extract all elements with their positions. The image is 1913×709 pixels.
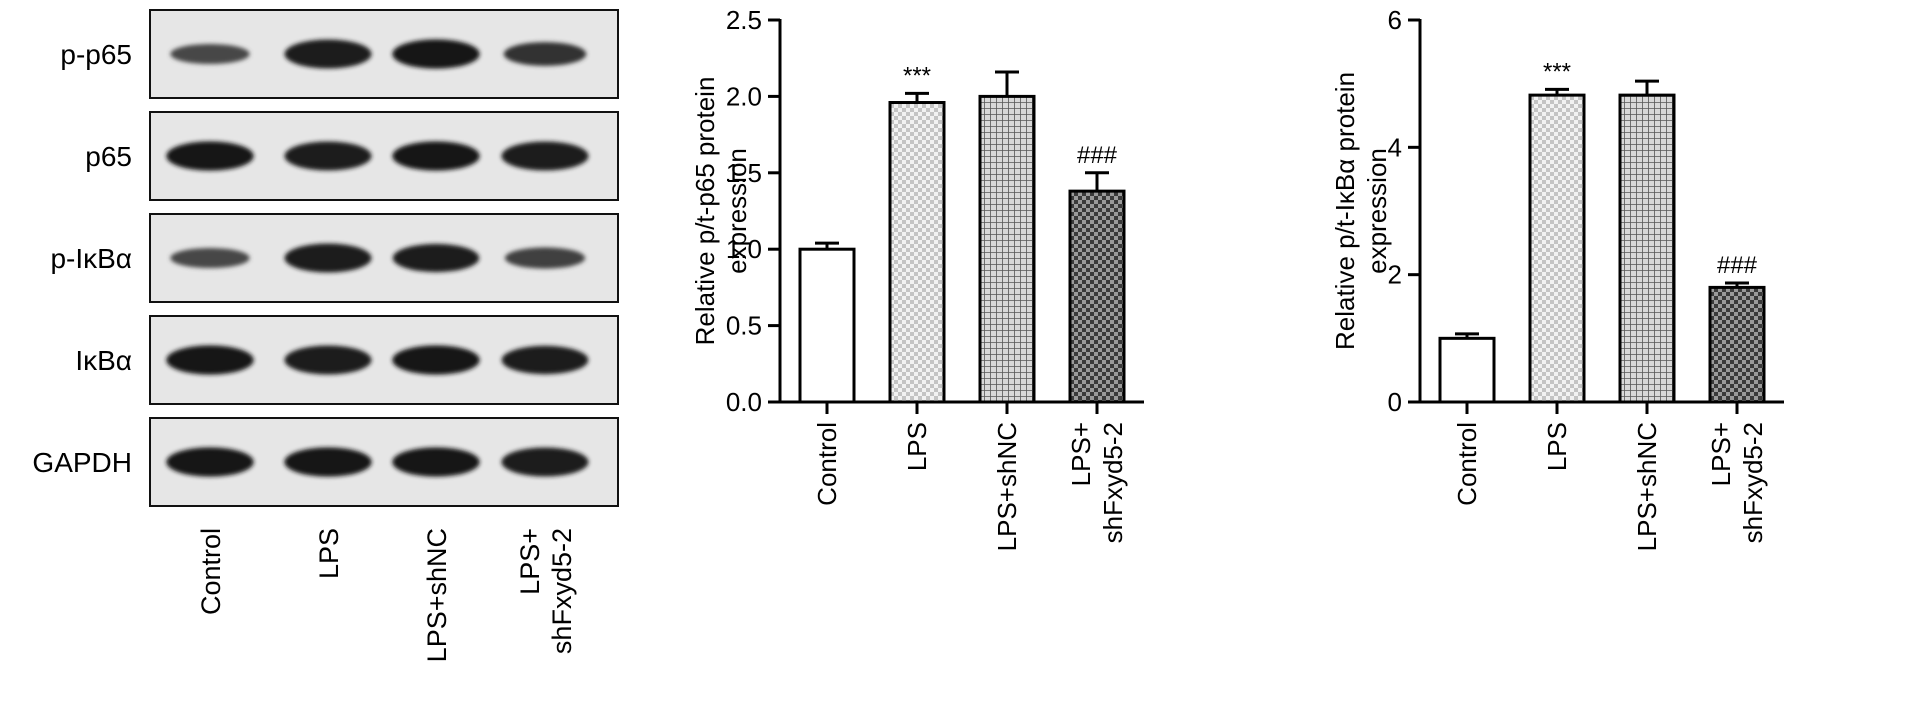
p65-bar-chart-svg: Relative p/t-p65 proteinexpression 0.0 0.5… bbox=[690, 5, 1144, 551]
bar bbox=[888, 101, 946, 404]
blot-band bbox=[504, 247, 586, 269]
x-tick-label: LPS bbox=[902, 422, 932, 471]
y-tick-label: 2.0 bbox=[726, 81, 762, 111]
p65-bar-chart: Relative p/t-p65 proteinexpression 0.0 0.5… bbox=[690, 0, 1290, 704]
blot-band bbox=[284, 345, 372, 375]
significance-label: *** bbox=[903, 62, 931, 89]
y-tick-label: 4 bbox=[1388, 132, 1402, 162]
y-axis-label: Relative p/t-IκBα proteinexpression bbox=[1330, 72, 1392, 350]
blot-band bbox=[392, 243, 480, 273]
x-tick-label: Control bbox=[812, 422, 842, 506]
ikba-bar-chart: Relative p/t-IκBα proteinexpression 0 2 4 6 C… bbox=[1330, 0, 1913, 704]
blot-band bbox=[284, 141, 372, 171]
blot-lane-label: LPS bbox=[314, 528, 344, 579]
x-tick-label-line: LPS+ bbox=[1066, 422, 1096, 486]
blot-band bbox=[392, 141, 480, 171]
significance-label: *** bbox=[1543, 58, 1571, 85]
blot-row-label: IκBα bbox=[75, 345, 132, 376]
blot-band bbox=[501, 447, 589, 477]
x-tick-label-line: shFxyd5-2 bbox=[1098, 422, 1128, 543]
blot-row-1: p-p65 bbox=[60, 9, 619, 99]
blot-row-2: p65 bbox=[85, 111, 619, 201]
y-tick-label: 1.0 bbox=[726, 234, 762, 264]
ikba-bar-chart-svg: Relative p/t-IκBα proteinexpression 0 2 4 6 C… bbox=[1330, 5, 1784, 551]
y-tick-label: 0.0 bbox=[726, 387, 762, 417]
western-blot-panel: p-p65 p65 p-IκBα IκBα GAPDH Control LPS LPS+shN… bbox=[0, 0, 660, 704]
blot-row-label: p65 bbox=[85, 141, 132, 172]
blot-row-label: p-p65 bbox=[60, 39, 132, 70]
significance-label: ### bbox=[1717, 252, 1758, 279]
x-tick-label: LPS bbox=[1542, 422, 1572, 471]
y-tick-label: 1.5 bbox=[726, 158, 762, 188]
y-tick-label: 0.5 bbox=[726, 311, 762, 341]
blot-row-label: GAPDH bbox=[32, 447, 132, 478]
blot-row-label: p-IκBα bbox=[50, 243, 132, 274]
blot-lane-label-line: LPS bbox=[314, 528, 344, 579]
bar bbox=[1438, 336, 1496, 404]
blot-lane-label-line: LPS+shNC bbox=[422, 528, 452, 662]
blot-band bbox=[170, 247, 250, 269]
blot-lane-label: LPS+shFxyd5-2 bbox=[515, 528, 577, 654]
bar bbox=[1528, 93, 1586, 404]
blot-band bbox=[166, 345, 254, 375]
y-tick-label: 0 bbox=[1388, 387, 1402, 417]
blot-band bbox=[392, 345, 480, 375]
bar bbox=[1708, 285, 1766, 404]
blot-lane-label: LPS+shNC bbox=[422, 528, 452, 662]
western-blot-image: p-p65 p65 p-IκBα IκBα GAPDH Control LPS LPS+shN… bbox=[32, 9, 619, 662]
blot-row-4: IκBα bbox=[75, 315, 619, 405]
y-axis-label-line: Relative p/t-p65 protein bbox=[690, 77, 720, 346]
x-tick-label-line: LPS bbox=[1542, 422, 1572, 471]
x-tick-label: LPS+shFxyd5-2 bbox=[1706, 422, 1768, 543]
y-axis-label: Relative p/t-p65 proteinexpression bbox=[690, 77, 752, 346]
blot-band bbox=[503, 42, 587, 66]
x-tick-label-line: LPS+shNC bbox=[1632, 422, 1662, 551]
blot-band bbox=[284, 243, 372, 273]
y-axis-label-line: Relative p/t-IκBα protein bbox=[1330, 72, 1360, 350]
y-tick-label: 6 bbox=[1388, 5, 1402, 35]
x-tick-label-line: LPS+ bbox=[1706, 422, 1736, 486]
blot-band bbox=[284, 447, 372, 477]
x-tick-label-line: LPS+shNC bbox=[992, 422, 1022, 551]
x-tick-label-line: shFxyd5-2 bbox=[1738, 422, 1768, 543]
y-tick-label: 2 bbox=[1388, 260, 1402, 290]
blot-lane-label-line: LPS+ bbox=[515, 528, 545, 595]
x-tick-label-line: Control bbox=[1452, 422, 1482, 506]
blot-row-5: GAPDH bbox=[32, 417, 619, 507]
x-tick-label: LPS+shNC bbox=[1632, 422, 1662, 551]
significance-label: ### bbox=[1077, 142, 1118, 169]
x-tick-label: LPS+shFxyd5-2 bbox=[1066, 422, 1128, 543]
bar bbox=[1618, 93, 1676, 404]
bar bbox=[798, 247, 856, 404]
blot-band bbox=[501, 141, 589, 171]
blot-lane-label: Control bbox=[196, 528, 226, 615]
x-tick-label: Control bbox=[1452, 422, 1482, 506]
x-tick-label: LPS+shNC bbox=[992, 422, 1022, 551]
blot-row-3: p-IκBα bbox=[50, 213, 619, 303]
y-tick-label: 2.5 bbox=[726, 5, 762, 35]
blot-band bbox=[392, 447, 480, 477]
y-axis-label-line: expression bbox=[722, 148, 752, 274]
bar bbox=[978, 94, 1036, 404]
blot-band bbox=[170, 43, 250, 65]
blot-lane-label-line: shFxyd5-2 bbox=[547, 528, 577, 654]
x-tick-label-line: LPS bbox=[902, 422, 932, 471]
blot-band bbox=[166, 447, 254, 477]
y-axis-label-line: expression bbox=[1362, 148, 1392, 274]
x-tick-label-line: Control bbox=[812, 422, 842, 506]
bar bbox=[1068, 189, 1126, 404]
blot-band bbox=[501, 345, 589, 375]
blot-band bbox=[392, 39, 480, 69]
blot-band bbox=[166, 141, 254, 171]
blot-lane-label-line: Control bbox=[196, 528, 226, 615]
blot-band bbox=[284, 39, 372, 69]
